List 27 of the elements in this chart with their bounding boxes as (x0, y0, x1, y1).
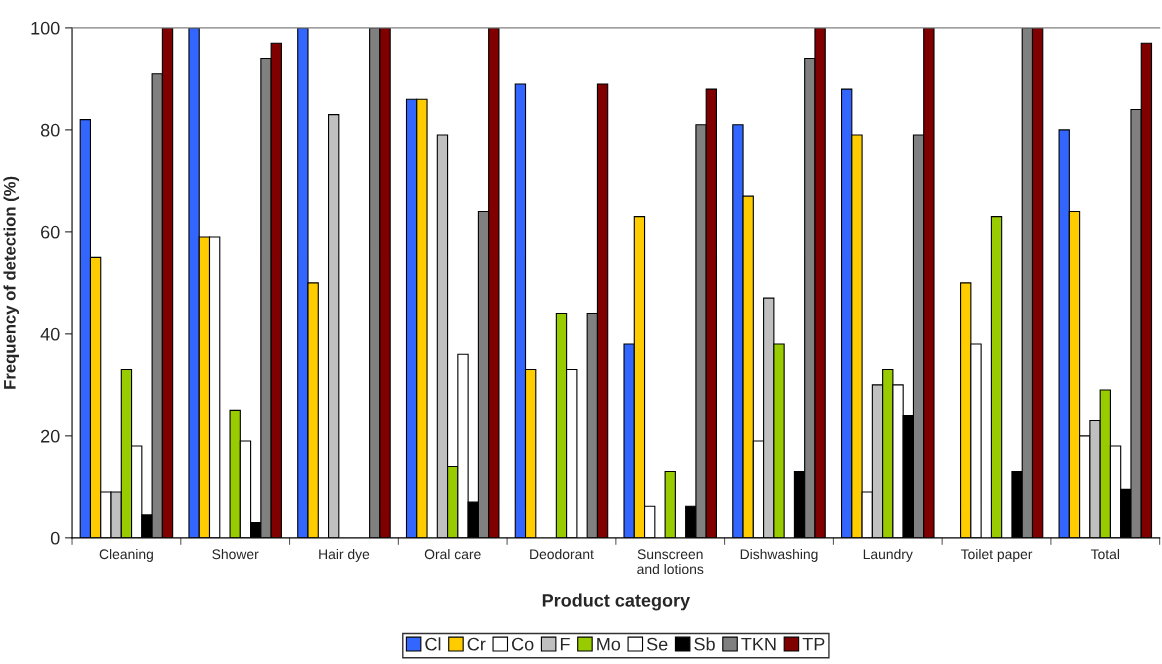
legend-label: Cr (467, 637, 486, 651)
y-tick-label: 80 (40, 123, 60, 137)
legend-label: TP (802, 637, 825, 651)
x-tick-label: Toilet paper (960, 548, 1033, 562)
x-axis-title: Product category (542, 593, 691, 611)
legend-label: Mo (597, 637, 621, 651)
y-tick-label: 0 (50, 531, 60, 545)
x-tick-label: Sunscreen and lotions (637, 549, 704, 575)
x-tick-label: Laundry (863, 548, 913, 562)
x-tick-label: Total (1090, 548, 1120, 560)
y-tick-label: 100 (31, 21, 60, 35)
legend-label: Co (512, 637, 534, 651)
x-tick-label: Shower (212, 548, 259, 560)
y-tick-label: 60 (41, 225, 60, 239)
x-tick-label: Dishwashing (740, 548, 818, 562)
x-tick-label: Deodorant (530, 548, 594, 560)
x-tick-label: Cleaning (99, 548, 153, 562)
y-axis-title: Frequency of detection (%) (3, 176, 20, 389)
x-tick-label: Oral care (424, 548, 481, 560)
legend-label: Se (646, 637, 668, 651)
x-tick-label: Hair dye (319, 548, 370, 562)
legend-label: TKN (741, 637, 776, 651)
y-tick-label: 20 (41, 429, 60, 443)
legend-label: F (560, 637, 570, 651)
y-tick-label: 40 (40, 327, 60, 341)
legend-label: Sb (694, 637, 715, 651)
legend-label: Cl (425, 637, 441, 651)
